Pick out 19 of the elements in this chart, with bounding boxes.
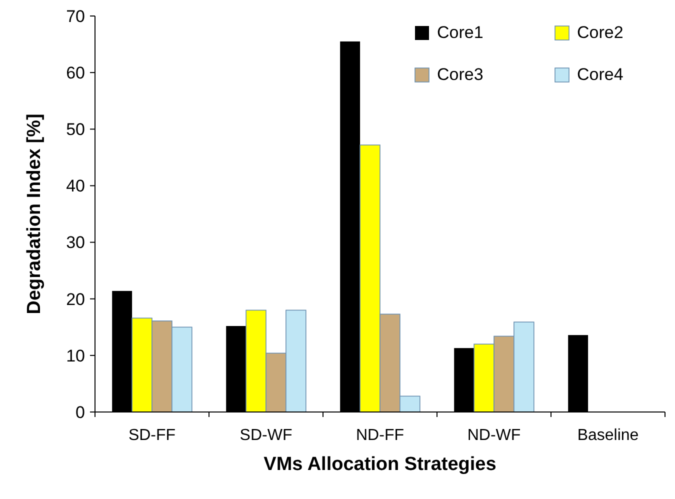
x-tick-label: Baseline xyxy=(577,427,639,444)
y-axis-title: Degradation Index [%] xyxy=(24,114,45,314)
x-tick-label: ND-FF xyxy=(356,427,404,444)
y-tick-label: 30 xyxy=(66,233,85,252)
legend-label: Core4 xyxy=(577,65,624,84)
legend-label: Core2 xyxy=(577,23,624,42)
y-tick-label: 10 xyxy=(66,346,85,366)
y-tick-label: 70 xyxy=(66,6,85,26)
x-tick-label: ND-WF xyxy=(467,427,521,444)
y-tick-label: 0 xyxy=(76,402,85,422)
legend-label: Core3 xyxy=(437,65,484,84)
y-tick-label: 60 xyxy=(66,64,85,83)
y-tick-label: 40 xyxy=(66,176,85,196)
x-tick-label: SD-WF xyxy=(240,427,292,444)
x-tick-label: SD-FF xyxy=(128,427,176,444)
y-tick-label: 50 xyxy=(66,120,85,140)
y-tick-label: 20 xyxy=(66,290,85,309)
legend-label: Core1 xyxy=(437,23,484,42)
x-axis-title: VMs Allocation Strategies xyxy=(264,454,496,475)
